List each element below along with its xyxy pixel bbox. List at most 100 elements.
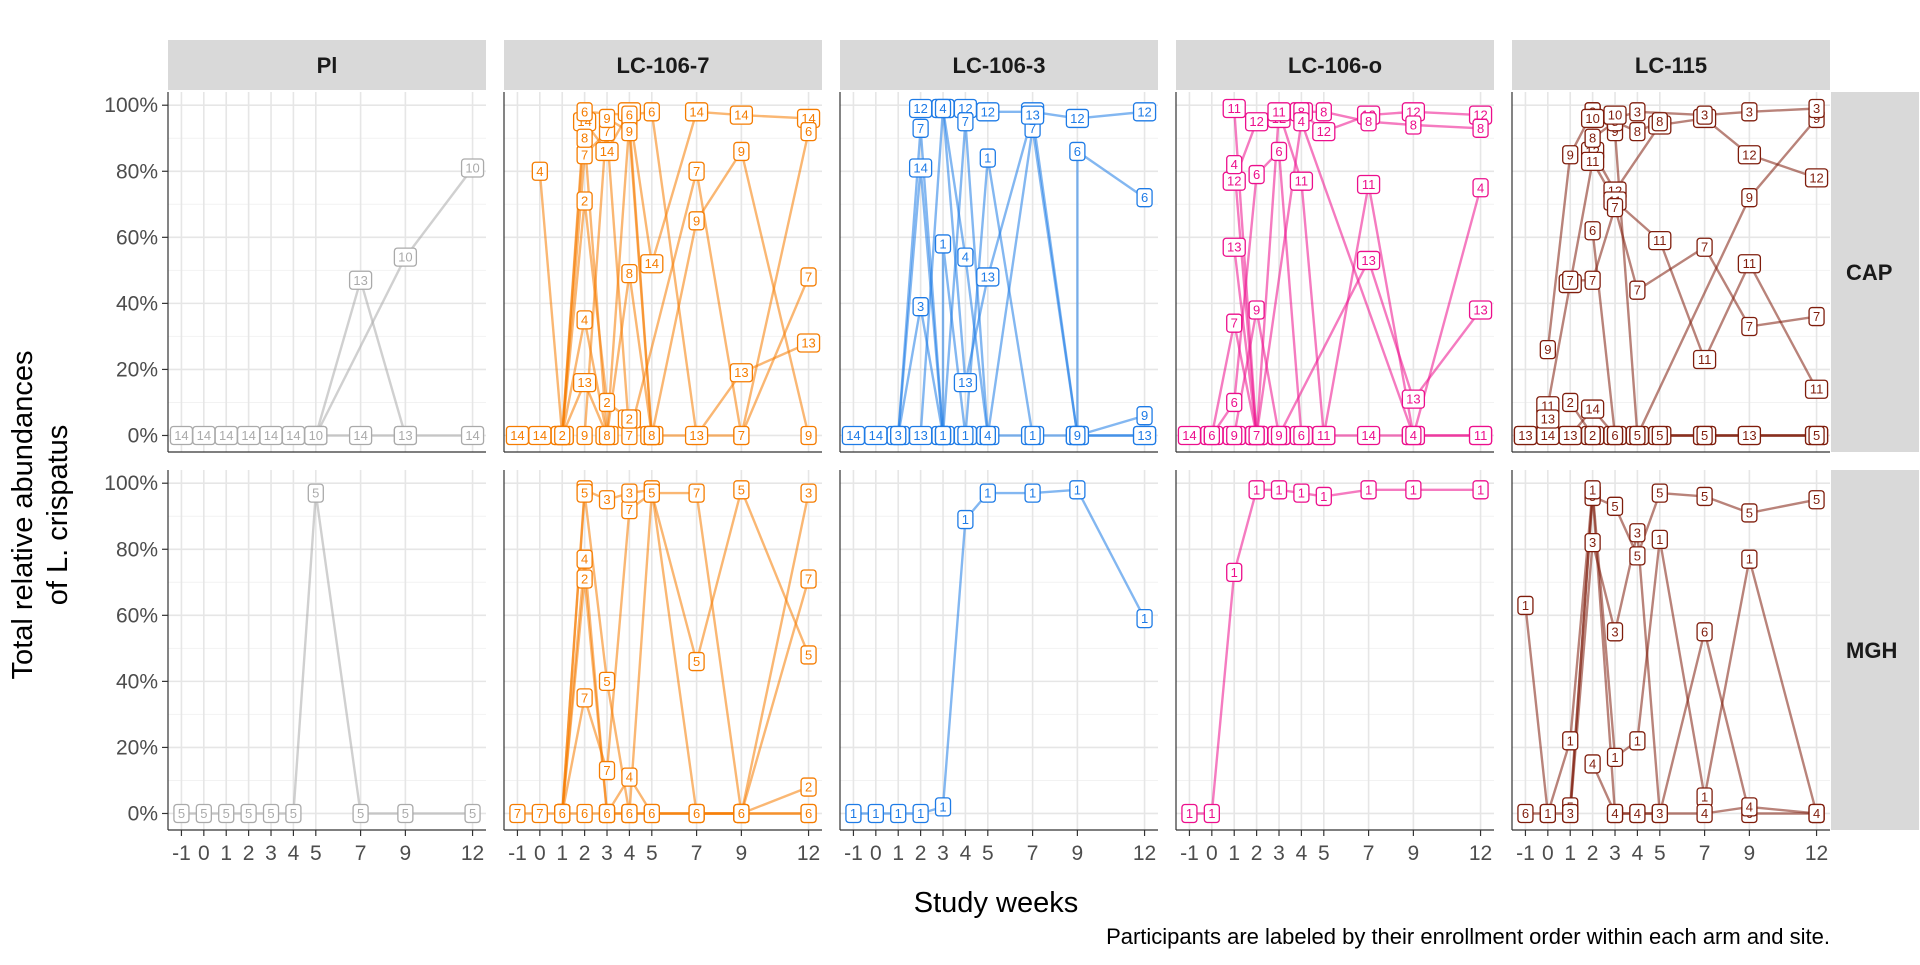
- label-text: 5: [1634, 548, 1641, 563]
- panel-LC-106-7-MGH: 7777777777333333335555555544444444222222…: [503, 470, 822, 865]
- point-label-10: 10: [460, 158, 485, 178]
- label-text: 13: [1137, 428, 1151, 443]
- label-box: [576, 191, 593, 211]
- panel-LC-106-7-CAP: 1414141414141414141444444466666667777777…: [503, 92, 822, 453]
- point-label-8: 8: [1584, 128, 1601, 148]
- point-label-9: 9: [1226, 425, 1243, 446]
- label-text: 7: [693, 164, 700, 179]
- point-label-12: 12: [1065, 108, 1090, 129]
- label-text: 5: [402, 806, 409, 821]
- label-text: 6: [1253, 167, 1260, 182]
- point-label-4: 4: [1472, 178, 1489, 198]
- label-text: 6: [1589, 223, 1596, 238]
- label-text: 5: [357, 806, 364, 821]
- x-tick-label: 2: [915, 842, 927, 865]
- label-box: [576, 549, 593, 569]
- strip-label: CAP: [1846, 260, 1892, 285]
- point-label-12: 12: [1804, 168, 1829, 188]
- label-box: [1808, 425, 1825, 446]
- label-box: [1539, 803, 1556, 824]
- label-box: [598, 760, 616, 781]
- label-box: [460, 425, 485, 446]
- label-box: [1248, 425, 1265, 446]
- label-box: [1562, 392, 1579, 413]
- point-label-3: 3: [912, 297, 929, 317]
- point-label-1: 1: [1741, 549, 1758, 569]
- label-box: [195, 803, 212, 824]
- x-tick-label: 12: [1133, 842, 1156, 865]
- point-label-1: 1: [1360, 480, 1377, 500]
- label-box: [1312, 121, 1336, 142]
- label-text: 6: [581, 104, 588, 119]
- label-box: [934, 98, 952, 119]
- label-text: 7: [917, 121, 924, 136]
- label-box: [218, 803, 235, 824]
- label-text: 5: [267, 806, 274, 821]
- point-label-7: 7: [1226, 313, 1243, 333]
- x-tick-label: 0: [1542, 842, 1554, 865]
- label-text: 11: [1743, 256, 1757, 271]
- label-text: 7: [1029, 121, 1036, 136]
- label-text: 1: [1231, 565, 1238, 580]
- label-box: [934, 797, 952, 817]
- panel-LC-106-o-CAP: 1414141414141414141412121212121212121111…: [1175, 92, 1494, 453]
- label-box: [1226, 425, 1243, 446]
- point-label-6: 6: [800, 803, 817, 824]
- label-box: [733, 141, 750, 162]
- point-label-13: 13: [1356, 250, 1381, 271]
- label-box: [576, 483, 593, 503]
- strip-background: [504, 40, 822, 90]
- label-box: [908, 158, 933, 178]
- point-label-6: 6: [643, 803, 660, 824]
- label-text: 14: [869, 428, 883, 443]
- point-label-13: 13: [1020, 105, 1045, 125]
- label-text: 5: [223, 806, 230, 821]
- point-label-1: 1: [1226, 562, 1243, 583]
- x-tick-label: 7: [355, 842, 367, 865]
- label-box: [1356, 425, 1381, 446]
- point-label-5: 5: [576, 483, 593, 503]
- label-text: 5: [648, 486, 655, 501]
- label-box: [934, 425, 952, 446]
- label-text: 11: [1317, 428, 1331, 443]
- point-label-8: 8: [621, 264, 638, 284]
- label-text: 5: [1656, 486, 1663, 501]
- point-label-5: 5: [352, 803, 369, 824]
- label-box: [1808, 490, 1825, 510]
- gridlines: [504, 470, 822, 830]
- label-text: 6: [581, 806, 588, 821]
- label-box: [640, 254, 664, 274]
- point-label-6: 6: [621, 803, 638, 824]
- y-axis-title-line1: Total relative abundances: [7, 351, 39, 680]
- label-box: [1405, 115, 1422, 135]
- point-label-1: 1: [1562, 731, 1579, 751]
- label-text: 14: [913, 160, 927, 175]
- point-label-1: 1: [1696, 787, 1713, 807]
- label-text: 12: [1137, 104, 1151, 119]
- label-box: [957, 112, 974, 132]
- label-box: [1270, 480, 1288, 500]
- label-box: [800, 483, 817, 503]
- gridlines: [1176, 470, 1494, 830]
- series-labels: 1414141414141414141444444466666667777777…: [505, 102, 821, 446]
- label-box: [979, 425, 996, 446]
- panel-LC-106-3-MGH: 1 1 1 1 111 1 11-1 0 1 2 3 4 5 7 9 12: [839, 470, 1158, 865]
- label-text: 3: [1567, 806, 1574, 821]
- point-label-9: 9: [1069, 425, 1086, 446]
- x-tick-label: 1: [556, 842, 568, 865]
- label-box: [1356, 250, 1381, 271]
- point-label-9: 9: [621, 121, 638, 142]
- point-label-13: 13: [348, 270, 373, 290]
- x-tick-label: 3: [601, 842, 613, 865]
- label-box: [598, 425, 616, 446]
- series-line-1: [1524, 488, 1818, 815]
- label-box: [1741, 797, 1758, 817]
- point-label-1: 1: [1270, 480, 1288, 500]
- label-text: 4: [962, 250, 969, 265]
- point-label-13: 13: [1513, 425, 1538, 446]
- point-label-10: 10: [1603, 105, 1627, 125]
- label-text: 9: [1611, 124, 1618, 139]
- y-tick-label: 40%: [116, 670, 158, 693]
- label-box: [1315, 102, 1332, 122]
